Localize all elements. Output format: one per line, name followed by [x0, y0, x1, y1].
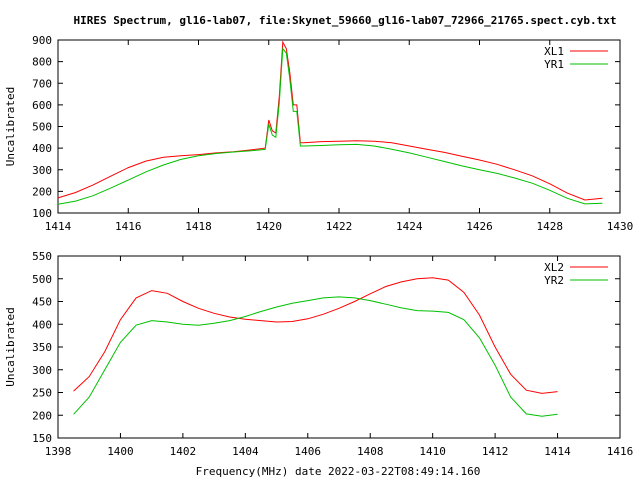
- x-tick-label: 1404: [232, 445, 259, 458]
- x-axis-label: Frequency(MHz) date 2022-03-22T08:49:14.…: [196, 465, 481, 478]
- y-tick-label: 550: [32, 250, 52, 263]
- x-tick-label: 1406: [295, 445, 322, 458]
- x-tick-label: 1402: [170, 445, 197, 458]
- figure-title: HIRES Spectrum, gl16-lab07, file:Skynet_…: [73, 14, 616, 27]
- y-tick-label: 250: [32, 387, 52, 400]
- x-tick-label: 1424: [396, 220, 423, 233]
- x-tick-label: 1410: [419, 445, 446, 458]
- x-tick-label: 1416: [115, 220, 142, 233]
- y-tick-label: 300: [32, 364, 52, 377]
- x-tick-label: 1426: [466, 220, 493, 233]
- y-tick-label: 400: [32, 142, 52, 155]
- legend-label: XL1: [544, 45, 564, 58]
- y-tick-label: 350: [32, 341, 52, 354]
- x-tick-label: 1398: [45, 445, 72, 458]
- y-tick-label: 450: [32, 296, 52, 309]
- x-tick-label: 1414: [544, 445, 571, 458]
- y-tick-label: 100: [32, 207, 52, 220]
- plot-frame: [57, 255, 621, 439]
- y-axis-label: Uncalibrated: [4, 307, 17, 386]
- legend-label: XL2: [544, 261, 564, 274]
- x-tick-label: 1428: [537, 220, 564, 233]
- series-line-yr2: [73, 296, 558, 417]
- y-tick-label: 800: [32, 56, 52, 69]
- x-tick-label: 1400: [107, 445, 134, 458]
- y-tick-label: 600: [32, 99, 52, 112]
- x-tick-label: 1408: [357, 445, 384, 458]
- y-tick-label: 200: [32, 185, 52, 198]
- legend-label: YR2: [544, 274, 564, 287]
- plot-frame: [57, 39, 621, 214]
- legend-label: YR1: [544, 58, 564, 71]
- y-tick-label: 150: [32, 432, 52, 445]
- x-tick-label: 1418: [185, 220, 212, 233]
- y-tick-label: 700: [32, 77, 52, 90]
- x-tick-label: 1430: [607, 220, 634, 233]
- series-line-xl1: [57, 40, 603, 201]
- bottom-panel: 1398 1400 1402 1404 1406 1408 1410 1412 1414 1416…: [4, 250, 633, 458]
- y-tick-label: 300: [32, 164, 52, 177]
- y-tick-label: 500: [32, 273, 52, 286]
- x-tick-label: 1414: [45, 220, 72, 233]
- y-tick-label: 900: [32, 34, 52, 47]
- y-axis-label: Uncalibrated: [4, 87, 17, 166]
- y-tick-label: 200: [32, 409, 52, 422]
- y-tick-label: 400: [32, 318, 52, 331]
- x-tick-label: 1416: [607, 445, 634, 458]
- y-tick-label: 500: [32, 121, 52, 134]
- x-tick-label: 1412: [482, 445, 509, 458]
- x-tick-label: 1420: [256, 220, 283, 233]
- series-line-yr1: [57, 47, 603, 205]
- x-tick-label: 1422: [326, 220, 353, 233]
- series-line-xl2: [73, 277, 558, 394]
- top-panel: 1414 1416 1418 1420 1422 1424 1426 1428 1430 100 2…: [4, 34, 633, 233]
